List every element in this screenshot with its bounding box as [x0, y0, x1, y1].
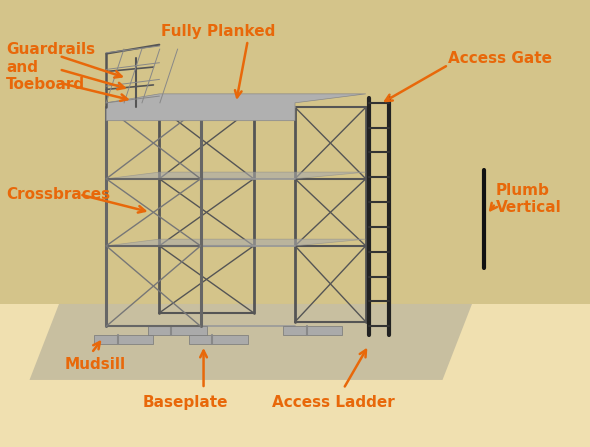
Text: Crossbraces: Crossbraces — [6, 187, 110, 202]
Polygon shape — [30, 304, 472, 380]
Text: Fully Planked: Fully Planked — [161, 24, 276, 39]
Text: Mudsill: Mudsill — [65, 357, 126, 372]
Polygon shape — [283, 326, 342, 335]
Polygon shape — [0, 0, 590, 304]
Polygon shape — [94, 335, 153, 344]
Text: Access Gate: Access Gate — [448, 51, 552, 66]
Text: Baseplate: Baseplate — [143, 395, 228, 410]
Polygon shape — [148, 326, 206, 335]
Text: Access Ladder: Access Ladder — [272, 395, 395, 410]
Polygon shape — [106, 94, 366, 121]
Polygon shape — [106, 172, 366, 179]
Polygon shape — [106, 239, 366, 246]
Text: Guardrails
and
Toeboard: Guardrails and Toeboard — [6, 42, 95, 92]
Text: Plumb
Vertical: Plumb Vertical — [496, 183, 561, 215]
Polygon shape — [189, 335, 248, 344]
